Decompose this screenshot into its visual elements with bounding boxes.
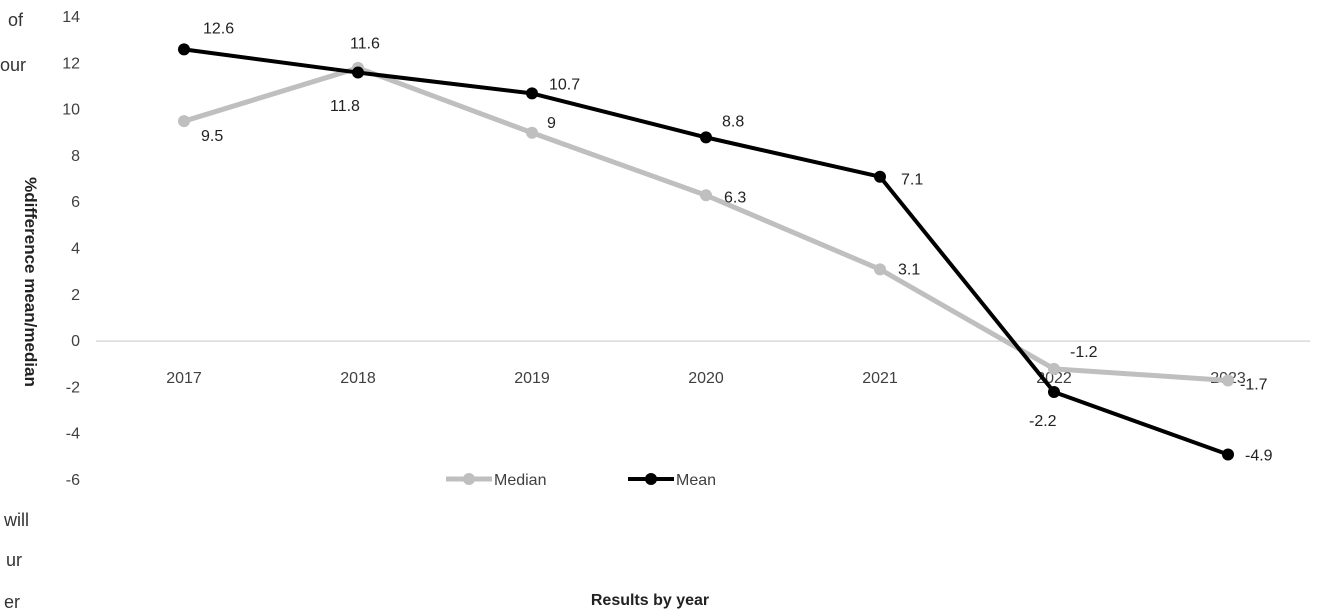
y-tick-label: -6 <box>66 472 80 489</box>
y-tick-label: 14 <box>62 9 80 26</box>
median-data-label: 6.3 <box>724 189 746 206</box>
mean-data-point <box>1222 448 1234 461</box>
median-data-label: 3.1 <box>898 261 920 278</box>
median-data-point <box>700 189 712 202</box>
y-tick-label: -2 <box>66 379 80 396</box>
x-tick-label: 2018 <box>340 370 376 387</box>
mean-data-point <box>178 43 190 56</box>
legend-median-label: Median <box>494 472 546 489</box>
legend-median-marker <box>463 473 475 485</box>
y-tick-label: 8 <box>71 148 80 165</box>
cropped-text-fragment: will <box>4 510 29 530</box>
mean-data-label: 8.8 <box>722 113 744 130</box>
x-tick-label: 2019 <box>514 370 550 387</box>
median-data-label: 9 <box>547 115 556 132</box>
median-data-point <box>874 263 886 276</box>
mean-data-label: 11.6 <box>350 36 380 53</box>
median-data-label: 11.8 <box>330 98 360 115</box>
y-tick-label: 2 <box>71 287 80 304</box>
legend-mean-label: Mean <box>676 472 716 489</box>
mean-data-point <box>874 170 886 183</box>
mean-data-label: 7.1 <box>901 172 923 189</box>
x-tick-label: 2021 <box>862 370 898 387</box>
x-axis-title: Results by year <box>590 592 710 609</box>
y-tick-label: -4 <box>66 426 80 443</box>
y-tick-label: 4 <box>71 241 80 258</box>
mean-data-label: -2.2 <box>1029 413 1057 430</box>
mean-data-point <box>526 87 538 100</box>
median-data-label: -1.7 <box>1240 376 1268 393</box>
x-tick-label: 2020 <box>688 370 724 387</box>
cropped-text-fragment: ur <box>6 550 23 570</box>
median-data-label: -1.2 <box>1070 344 1098 361</box>
mean-data-label: 12.6 <box>203 20 234 37</box>
median-data-point <box>1222 374 1234 387</box>
mean-data-point <box>352 66 364 79</box>
mean-data-point <box>1048 386 1060 399</box>
y-tick-label: 10 <box>62 102 80 119</box>
median-data-point <box>1048 362 1060 375</box>
legend-mean-marker <box>645 473 657 485</box>
cropped-text-fragment: of <box>8 10 24 30</box>
mean-data-label: 10.7 <box>549 76 580 93</box>
mean-data-point <box>700 131 712 144</box>
cropped-text-fragment: er <box>4 592 21 612</box>
y-tick-label: 12 <box>62 55 80 72</box>
median-data-point <box>526 126 538 139</box>
y-tick-label: 6 <box>71 194 80 211</box>
cropped-text-fragment: our <box>0 55 27 75</box>
x-tick-label: 2017 <box>166 370 202 387</box>
y-tick-label: 0 <box>71 333 80 350</box>
median-data-point <box>178 115 190 128</box>
mean-data-label: -4.9 <box>1245 448 1273 465</box>
median-data-label: 9.5 <box>201 128 223 145</box>
